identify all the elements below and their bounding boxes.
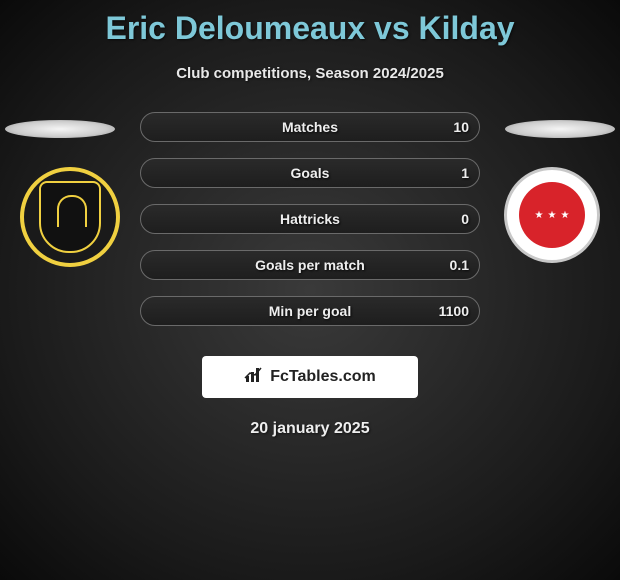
stat-label: Goals bbox=[291, 165, 330, 181]
stat-value-right: 1100 bbox=[439, 303, 469, 319]
stat-label: Hattricks bbox=[280, 211, 340, 227]
fctables-branding[interactable]: FcTables.com bbox=[202, 356, 418, 398]
shield-icon bbox=[39, 181, 101, 253]
stat-row-hattricks: Hattricks 0 bbox=[140, 204, 480, 234]
stat-value-right: 0.1 bbox=[450, 257, 469, 273]
snapshot-date: 20 january 2025 bbox=[0, 420, 620, 438]
star-icon: ★ bbox=[548, 210, 557, 221]
stat-value-right: 10 bbox=[453, 119, 469, 135]
left-club-badge bbox=[20, 167, 120, 267]
stat-label: Min per goal bbox=[269, 303, 351, 319]
stat-row-mpg: Min per goal 1100 bbox=[140, 296, 480, 326]
star-icon: ★ bbox=[535, 210, 544, 221]
stat-label: Matches bbox=[282, 119, 338, 135]
page-title: Eric Deloumeaux vs Kilday bbox=[0, 0, 620, 47]
stat-value-right: 0 bbox=[461, 211, 469, 227]
right-club-badge: ★ ★ ★ bbox=[504, 167, 600, 263]
season-subtitle: Club competitions, Season 2024/2025 bbox=[0, 65, 620, 82]
star-icon: ★ bbox=[560, 210, 569, 221]
stat-row-goals: Goals 1 bbox=[140, 158, 480, 188]
left-pedestal bbox=[5, 120, 115, 138]
stat-label: Goals per match bbox=[255, 257, 365, 273]
stats-area: ★ ★ ★ Matches 10 Goals 1 Hattricks 0 Goa… bbox=[0, 112, 620, 332]
fctables-text: FcTables.com bbox=[270, 368, 376, 386]
chart-icon bbox=[244, 366, 264, 389]
red-circle-icon: ★ ★ ★ bbox=[519, 182, 585, 248]
stat-row-matches: Matches 10 bbox=[140, 112, 480, 142]
stat-value-right: 1 bbox=[461, 165, 469, 181]
right-pedestal bbox=[505, 120, 615, 138]
stat-row-gpm: Goals per match 0.1 bbox=[140, 250, 480, 280]
